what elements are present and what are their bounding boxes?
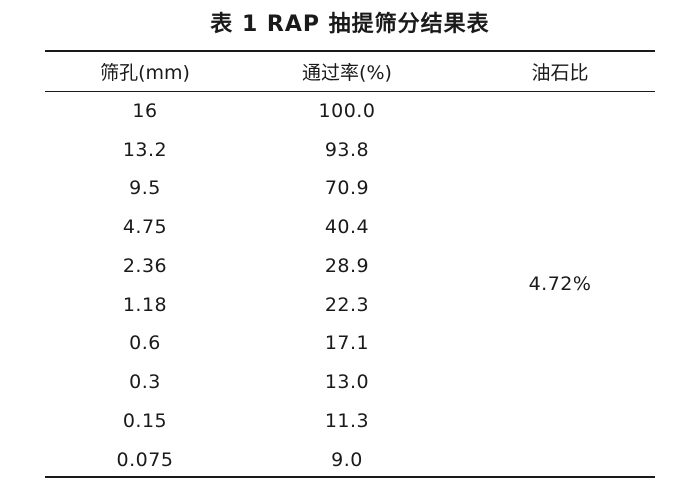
cell-sieve: 1.18 [122, 294, 168, 316]
header-asphalt-ratio: 油石比 [531, 62, 589, 84]
cell-sieve: 4.75 [122, 216, 168, 238]
cell-sieve: 9.5 [129, 177, 161, 199]
cell-sieve: 0.6 [129, 332, 161, 354]
cell-sieve: 13.2 [122, 139, 168, 161]
cell-asphalt-ratio: 4.72% [528, 273, 592, 295]
cell-passing: 70.9 [324, 177, 370, 199]
cell-passing: 17.1 [324, 332, 370, 354]
cell-sieve: 0.15 [122, 410, 168, 432]
cell-passing: 28.9 [324, 255, 370, 277]
cell-passing: 100.0 [318, 100, 376, 122]
cell-sieve: 16 [132, 100, 158, 122]
cell-passing: 22.3 [324, 294, 370, 316]
cell-sieve: 0.3 [129, 371, 161, 393]
top-rule [45, 50, 655, 52]
cell-passing: 11.3 [324, 410, 370, 432]
header-rule [45, 91, 655, 92]
cell-sieve: 2.36 [122, 255, 168, 277]
cell-passing: 9.0 [331, 449, 363, 471]
table-caption: 表 1 RAP 抽提筛分结果表 [210, 12, 490, 37]
cell-passing: 93.8 [324, 139, 370, 161]
cell-passing: 40.4 [324, 216, 370, 238]
cell-passing: 13.0 [324, 371, 370, 393]
bottom-rule [45, 476, 655, 478]
header-passing-rate: 通过率(%) [302, 62, 392, 84]
header-sieve-size: 筛孔(mm) [100, 62, 190, 84]
cell-sieve: 0.075 [116, 449, 174, 471]
